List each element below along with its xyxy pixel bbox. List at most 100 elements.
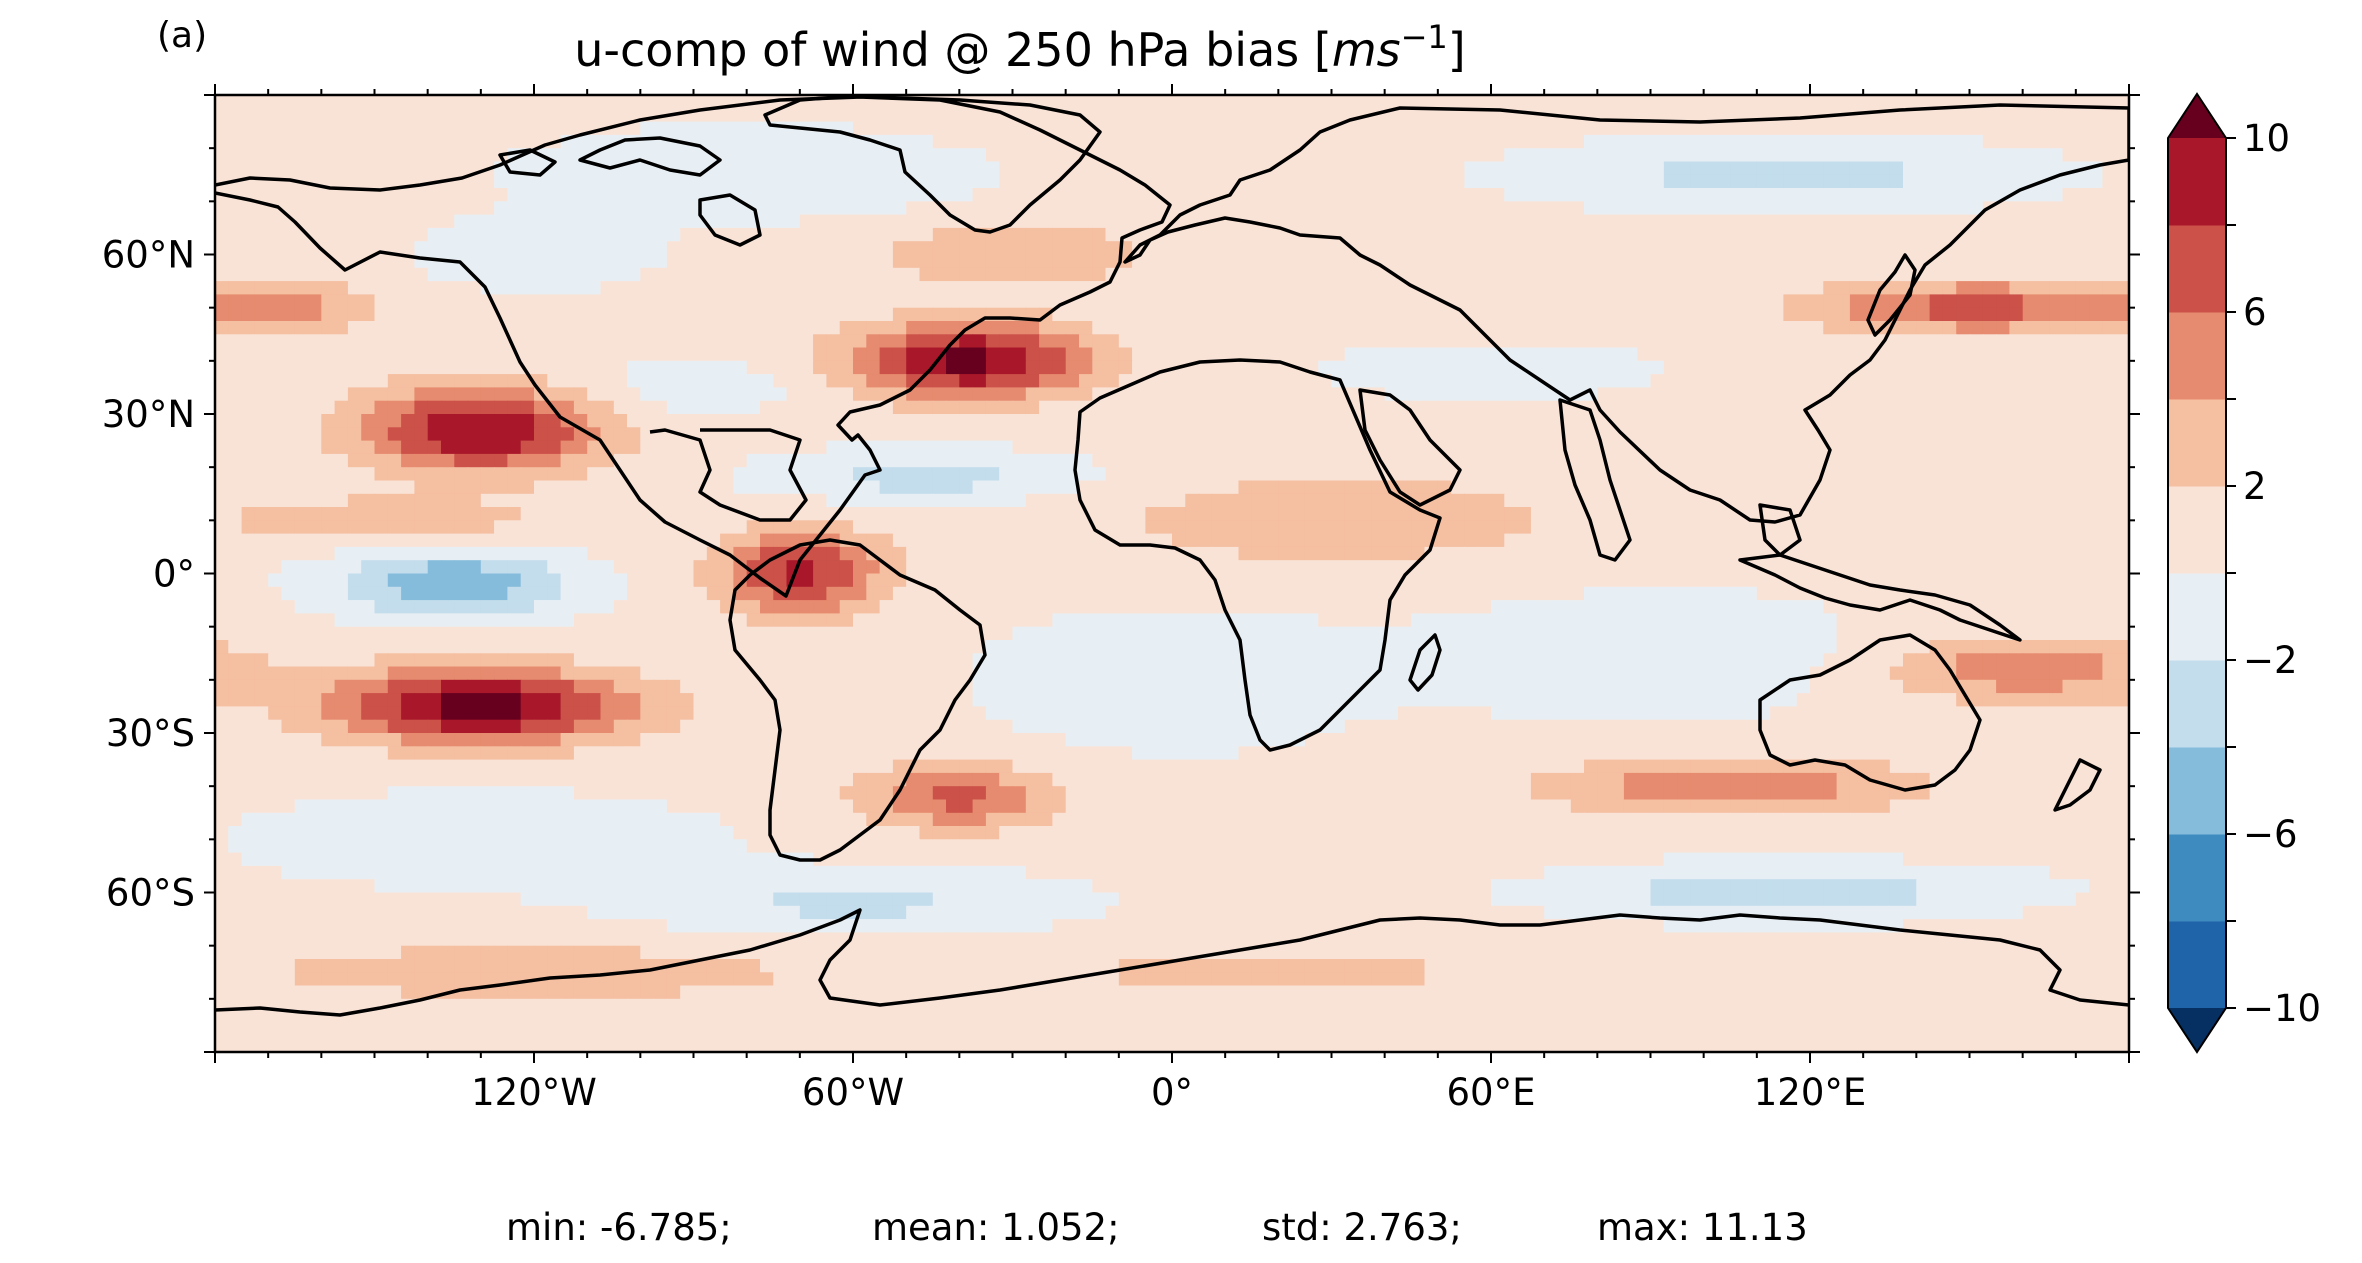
field-cell [1238,227,1253,242]
field-cell [799,201,814,216]
field-cell [507,493,522,508]
field-cell [1956,267,1971,282]
field-cell [839,201,854,216]
field-cell [441,267,455,282]
field-cell [281,546,296,561]
field-cell [1172,374,1186,388]
field-cell [627,334,641,349]
field-cell [294,520,309,535]
field-cell [706,400,721,415]
field-cell [534,400,548,415]
field-cell [268,400,283,415]
field-cell [600,533,615,548]
field-cell [1557,148,1572,163]
field-cell [1491,453,1505,468]
field-cell [1650,414,1665,428]
field-cell [1610,400,1625,415]
field-cell [1637,294,1652,309]
field-cell [573,95,588,109]
field-cell [308,321,322,335]
field-cell [1623,347,1638,362]
field-cell [1158,400,1173,415]
field-cell [1012,174,1027,189]
field-cell [1849,121,1864,136]
field-cell [1265,188,1279,202]
field-cell [946,493,960,508]
field-cell [254,467,269,482]
field-cell [573,214,588,229]
field-cell [374,108,389,123]
field-cell [334,134,349,149]
field-cell [2062,294,2077,309]
field-cell [361,520,376,535]
field-cell [1052,321,1067,335]
field-cell [1052,360,1067,375]
field-cell [1451,148,1465,163]
field-cell [733,546,748,561]
field-cell [1012,121,1027,136]
field-cell [1464,188,1479,202]
field-cell [1876,520,1891,535]
field-cell [746,480,761,495]
field-cell [1118,95,1133,109]
field-cell [1052,214,1067,229]
field-cell [534,533,548,548]
field-cell [1132,347,1146,362]
field-cell [1092,174,1107,189]
field-cell [1584,307,1598,322]
field-cell [1610,188,1625,202]
field-cell [1304,321,1319,335]
field-cell [959,453,974,468]
field-cell [268,414,283,428]
field-cell [1863,267,1878,282]
field-cell [1996,214,2010,229]
field-cell [1703,241,1718,256]
field-cell [640,188,655,202]
field-cell [573,414,588,428]
field-cell [268,188,283,202]
field-cell [1530,201,1545,216]
field-cell [1982,307,1997,322]
field-cell [959,294,974,309]
field-cell [959,400,974,415]
field-cell [959,254,974,269]
field-cell [1318,161,1333,176]
field-cell [2089,227,2103,242]
field-cell [1451,267,1465,282]
field-cell [241,95,256,109]
field-cell [1677,427,1691,442]
field-cell [1318,294,1333,309]
field-cell [587,387,602,402]
field-cell [1504,227,1519,242]
field-cell [1903,201,1917,216]
field-cell [985,400,1000,415]
field-cell [627,121,641,136]
field-cell [1889,387,1904,402]
field-cell [959,533,974,548]
field-cell [1158,533,1173,548]
field-cell [653,360,668,375]
field-cell [706,134,721,149]
field-cell [985,121,1000,136]
field-cell [879,201,894,216]
field-cell [839,174,854,189]
field-cell [1836,267,1851,282]
field-cell [1304,148,1319,163]
field-cell [1956,374,1971,388]
field-cell [1770,520,1784,535]
field-cell [467,307,482,322]
field-cell [1384,227,1399,242]
field-cell [799,427,814,442]
field-cell [1570,161,1585,176]
field-cell [959,134,974,149]
field-cell [1703,347,1718,362]
field-cell [666,214,681,229]
field-cell [494,507,508,521]
field-cell [1584,148,1598,163]
field-cell [587,267,602,282]
field-cell [1836,134,1851,149]
field-cell [1517,214,1532,229]
field-cell [2102,321,2117,335]
field-cell [1504,334,1519,349]
field-cell [919,174,934,189]
